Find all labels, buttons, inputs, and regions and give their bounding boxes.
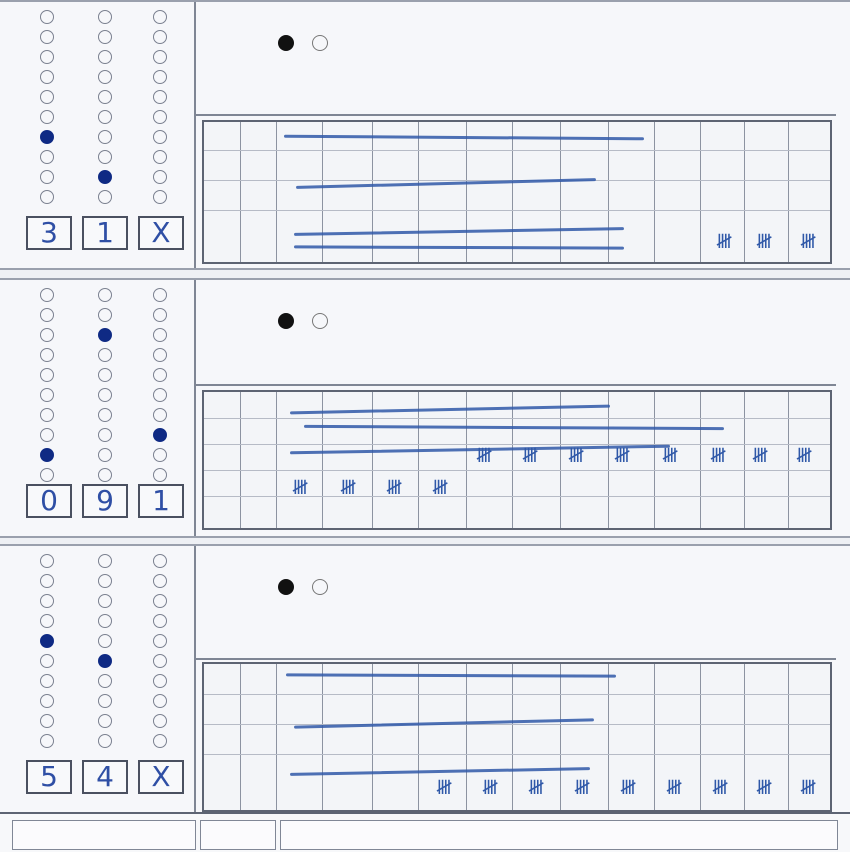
digit-box: 1 — [138, 484, 184, 518]
tally-mark: 𝍸 — [568, 443, 584, 467]
filled-bubble[interactable] — [153, 428, 167, 442]
tally-mark: 𝍸 — [614, 443, 630, 467]
legend-sample — [278, 32, 348, 51]
filled-bubble[interactable] — [98, 328, 112, 342]
tally-mark: 𝍸 — [386, 475, 402, 499]
sheet-1: 3 1 X 𝍸 𝍸 𝍸 — [0, 0, 850, 270]
sheet-3: 5 4 X 𝍸 𝍸 𝍸 𝍸 𝍸 𝍸 𝍸 𝍸 𝍸 — [0, 544, 850, 814]
empty-ring-icon — [312, 312, 328, 329]
sheet-2: 0 9 1 𝍸 𝍸 𝍸 𝍸 𝍸 𝍸 𝍸 𝍸 𝍸 𝍸 𝍸 𝍸 — [0, 278, 850, 538]
bubble-columns: 0 9 1 — [14, 280, 196, 536]
empty-ring-icon — [312, 578, 328, 595]
footer-field — [200, 820, 276, 850]
filled-bubble[interactable] — [98, 654, 112, 668]
filled-dot-icon — [278, 578, 294, 595]
sheet-header — [196, 280, 836, 386]
filled-dot-icon — [278, 312, 294, 329]
bubble-columns: 3 1 X — [14, 2, 196, 268]
tally-mark: 𝍸 — [522, 443, 538, 467]
tally-mark: 𝍸 — [710, 443, 726, 467]
sheet-header — [196, 546, 836, 660]
tally-grid: 𝍸 𝍸 𝍸 𝍸 𝍸 𝍸 𝍸 𝍸 𝍸 𝍸 𝍸 𝍸 — [202, 390, 832, 530]
digit-box: 1 — [82, 216, 128, 250]
filled-bubble[interactable] — [98, 170, 112, 184]
legend-sample — [278, 310, 348, 329]
tally-mark: 𝍸 — [476, 443, 492, 467]
empty-ring-icon — [312, 34, 328, 51]
filled-bubble[interactable] — [40, 130, 54, 144]
tally-mark: 𝍸 — [620, 775, 636, 799]
digit-box: 5 — [26, 760, 72, 794]
footer-field — [280, 820, 838, 850]
tally-mark: 𝍸 — [756, 775, 772, 799]
tally-mark: 𝍸 — [482, 775, 498, 799]
tally-mark: 𝍸 — [752, 443, 768, 467]
tally-mark: 𝍸 — [340, 475, 356, 499]
tally-mark: 𝍸 — [662, 443, 678, 467]
footer-field — [12, 820, 196, 850]
tally-mark: 𝍸 — [528, 775, 544, 799]
legend-sample — [278, 576, 348, 595]
digit-box: 0 — [26, 484, 72, 518]
tally-mark: 𝍸 — [796, 443, 812, 467]
tally-grid: 𝍸 𝍸 𝍸 — [202, 120, 832, 264]
page-footer — [0, 812, 850, 852]
filled-bubble[interactable] — [40, 634, 54, 648]
bubble-columns: 5 4 X — [14, 546, 196, 812]
sheet-header — [196, 2, 836, 116]
tally-mark: 𝍸 — [432, 475, 448, 499]
tally-grid: 𝍸 𝍸 𝍸 𝍸 𝍸 𝍸 𝍸 𝍸 𝍸 — [202, 662, 832, 812]
tally-mark: 𝍸 — [712, 775, 728, 799]
filled-bubble[interactable] — [40, 448, 54, 462]
tally-mark: 𝍸 — [666, 775, 682, 799]
tally-mark: 𝍸 — [756, 229, 772, 253]
tally-mark: 𝍸 — [800, 775, 816, 799]
tally-mark: 𝍸 — [800, 229, 816, 253]
tally-mark: 𝍸 — [436, 775, 452, 799]
tally-mark: 𝍸 — [716, 229, 732, 253]
tally-mark: 𝍸 — [574, 775, 590, 799]
filled-dot-icon — [278, 34, 294, 51]
digit-box: X — [138, 760, 184, 794]
digit-box: 3 — [26, 216, 72, 250]
digit-box: 9 — [82, 484, 128, 518]
tally-mark: 𝍸 — [292, 475, 308, 499]
digit-box: X — [138, 216, 184, 250]
digit-box: 4 — [82, 760, 128, 794]
